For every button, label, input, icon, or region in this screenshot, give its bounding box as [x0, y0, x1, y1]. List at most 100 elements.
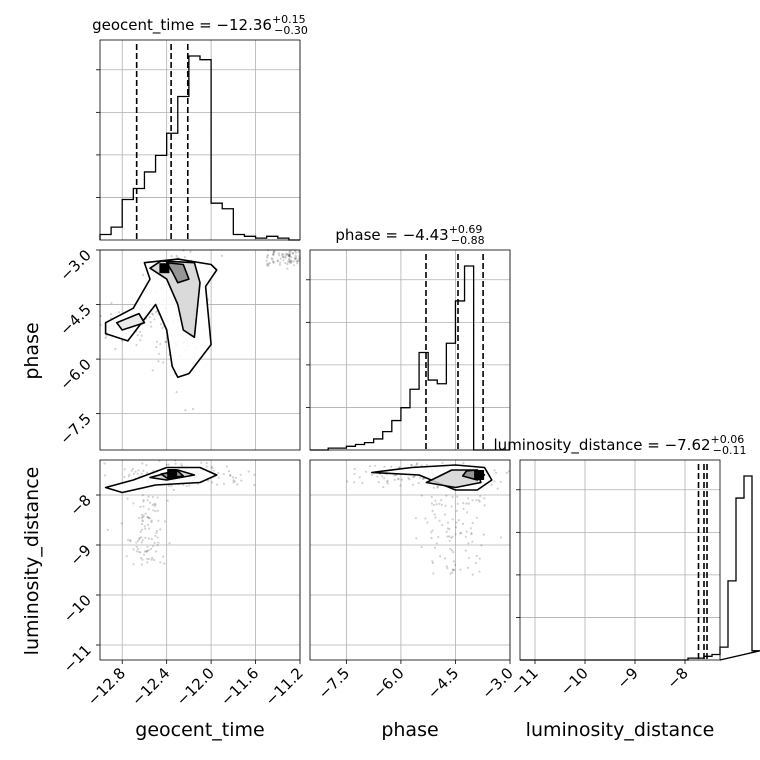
scatter-point: [464, 535, 467, 538]
scatter-point: [146, 549, 149, 552]
scatter-point: [167, 484, 171, 487]
scatter-point: [382, 486, 385, 489]
scatter-point: [142, 499, 145, 502]
scatter-point: [413, 475, 416, 478]
scatter-point: [120, 522, 123, 525]
scatter-point: [156, 536, 159, 539]
scatter-point: [432, 572, 435, 575]
scatter-point: [232, 481, 235, 484]
scatter-point: [431, 529, 434, 532]
xlabel-phase: phase: [381, 719, 438, 741]
scatter-point: [146, 499, 149, 502]
scatter-point: [114, 347, 117, 351]
scatter-point: [138, 536, 141, 540]
scatter-point: [150, 312, 154, 315]
scatter-point: [293, 256, 296, 260]
scatter-point: [452, 551, 455, 554]
scatter-point: [142, 514, 145, 518]
scatter-point: [148, 557, 151, 561]
scatter-point: [445, 494, 448, 497]
scatter-point: [144, 536, 147, 539]
scatter-point: [294, 254, 297, 257]
scatter-point: [271, 253, 275, 256]
scatter-point: [127, 475, 130, 478]
scatter-point: [414, 517, 417, 520]
scatter-point: [147, 549, 150, 552]
scatter-point: [441, 461, 444, 464]
scatter-point: [150, 520, 153, 524]
scatter-point: [155, 531, 158, 535]
xtick-label-geocent-time-1: −12.4: [128, 664, 173, 709]
scatter-point: [138, 516, 141, 520]
scatter-point: [446, 527, 449, 530]
scatter-point: [420, 494, 423, 497]
ylabel-phase: phase: [21, 322, 43, 379]
contours-phase-vs-luminosity-distance: [370, 464, 493, 491]
histogram-phase: [310, 265, 510, 451]
scatter-point: [128, 473, 131, 476]
scatter-point: [453, 569, 456, 572]
scatter-point: [431, 509, 434, 512]
scatter-point: [462, 502, 465, 505]
scatter-point: [290, 256, 293, 259]
title-prefix: geocent_time =: [92, 16, 216, 35]
scatter-point: [145, 550, 148, 553]
scatter-point: [290, 261, 293, 264]
scatter-point: [449, 547, 452, 551]
scatter-point: [139, 505, 142, 508]
quantile-lines-luminosity-distance: [697, 464, 708, 660]
scatter-point: [443, 513, 447, 516]
scatter-point: [483, 504, 486, 507]
scatter-point: [147, 508, 150, 511]
scatter-point: [145, 464, 148, 467]
scatter-point: [135, 541, 138, 544]
scatter-point: [222, 472, 225, 476]
panel-geocent-time-vs-luminosity-distance: [99, 459, 301, 661]
scatter-point: [368, 465, 372, 468]
ylabel-luminosity-distance: luminosity_distance: [21, 467, 43, 656]
scatter-point: [240, 479, 243, 482]
scatter-point: [159, 561, 162, 564]
xtick-label-luminosity-distance-0: −11: [507, 664, 542, 699]
scatter-point: [430, 495, 433, 499]
scatter-point: [210, 465, 213, 468]
scatter-point: [139, 530, 142, 533]
ytick-label-phase-1: −4.5: [56, 301, 94, 339]
scatter-point: [407, 477, 410, 480]
scatter-point: [135, 545, 138, 548]
scatter-point: [153, 504, 156, 507]
scatter-point: [276, 260, 279, 263]
scatter-point: [152, 469, 155, 472]
scatter-point: [272, 250, 275, 253]
scatter-point: [499, 480, 502, 483]
axes-frame-geocent-time-vs-luminosity-distance: [99, 459, 301, 661]
scatter-point: [268, 262, 271, 265]
scatter-point: [397, 466, 400, 469]
scatter-point: [282, 259, 285, 262]
scatter-point: [127, 538, 130, 541]
scatter-point: [288, 255, 291, 258]
scatter-point: [216, 483, 219, 486]
scatter-point: [140, 513, 143, 517]
scatter-point: [161, 327, 164, 330]
ytick-label-luminosity-distance-0: −8: [66, 491, 94, 519]
histogram-luminosity-distance: [520, 475, 760, 661]
scatter-point: [184, 409, 187, 412]
scatter-point: [141, 539, 144, 542]
scatter-point: [266, 253, 269, 257]
ytick-label-phase-3: −7.5: [56, 410, 94, 448]
scatter-point: [166, 499, 169, 502]
title-plus: +0.06: [711, 433, 745, 446]
scatter-point: [479, 495, 482, 498]
scatter-point: [188, 484, 191, 487]
title-prefix: phase =: [335, 226, 402, 244]
scatter-point: [462, 462, 465, 465]
scatter-point: [125, 555, 128, 558]
scatter-point: [417, 482, 420, 485]
scatter-point: [279, 257, 282, 260]
scatter-point: [289, 259, 292, 262]
scatter-point: [467, 502, 470, 505]
scatter-point: [109, 313, 113, 316]
scatter-point: [167, 463, 170, 466]
